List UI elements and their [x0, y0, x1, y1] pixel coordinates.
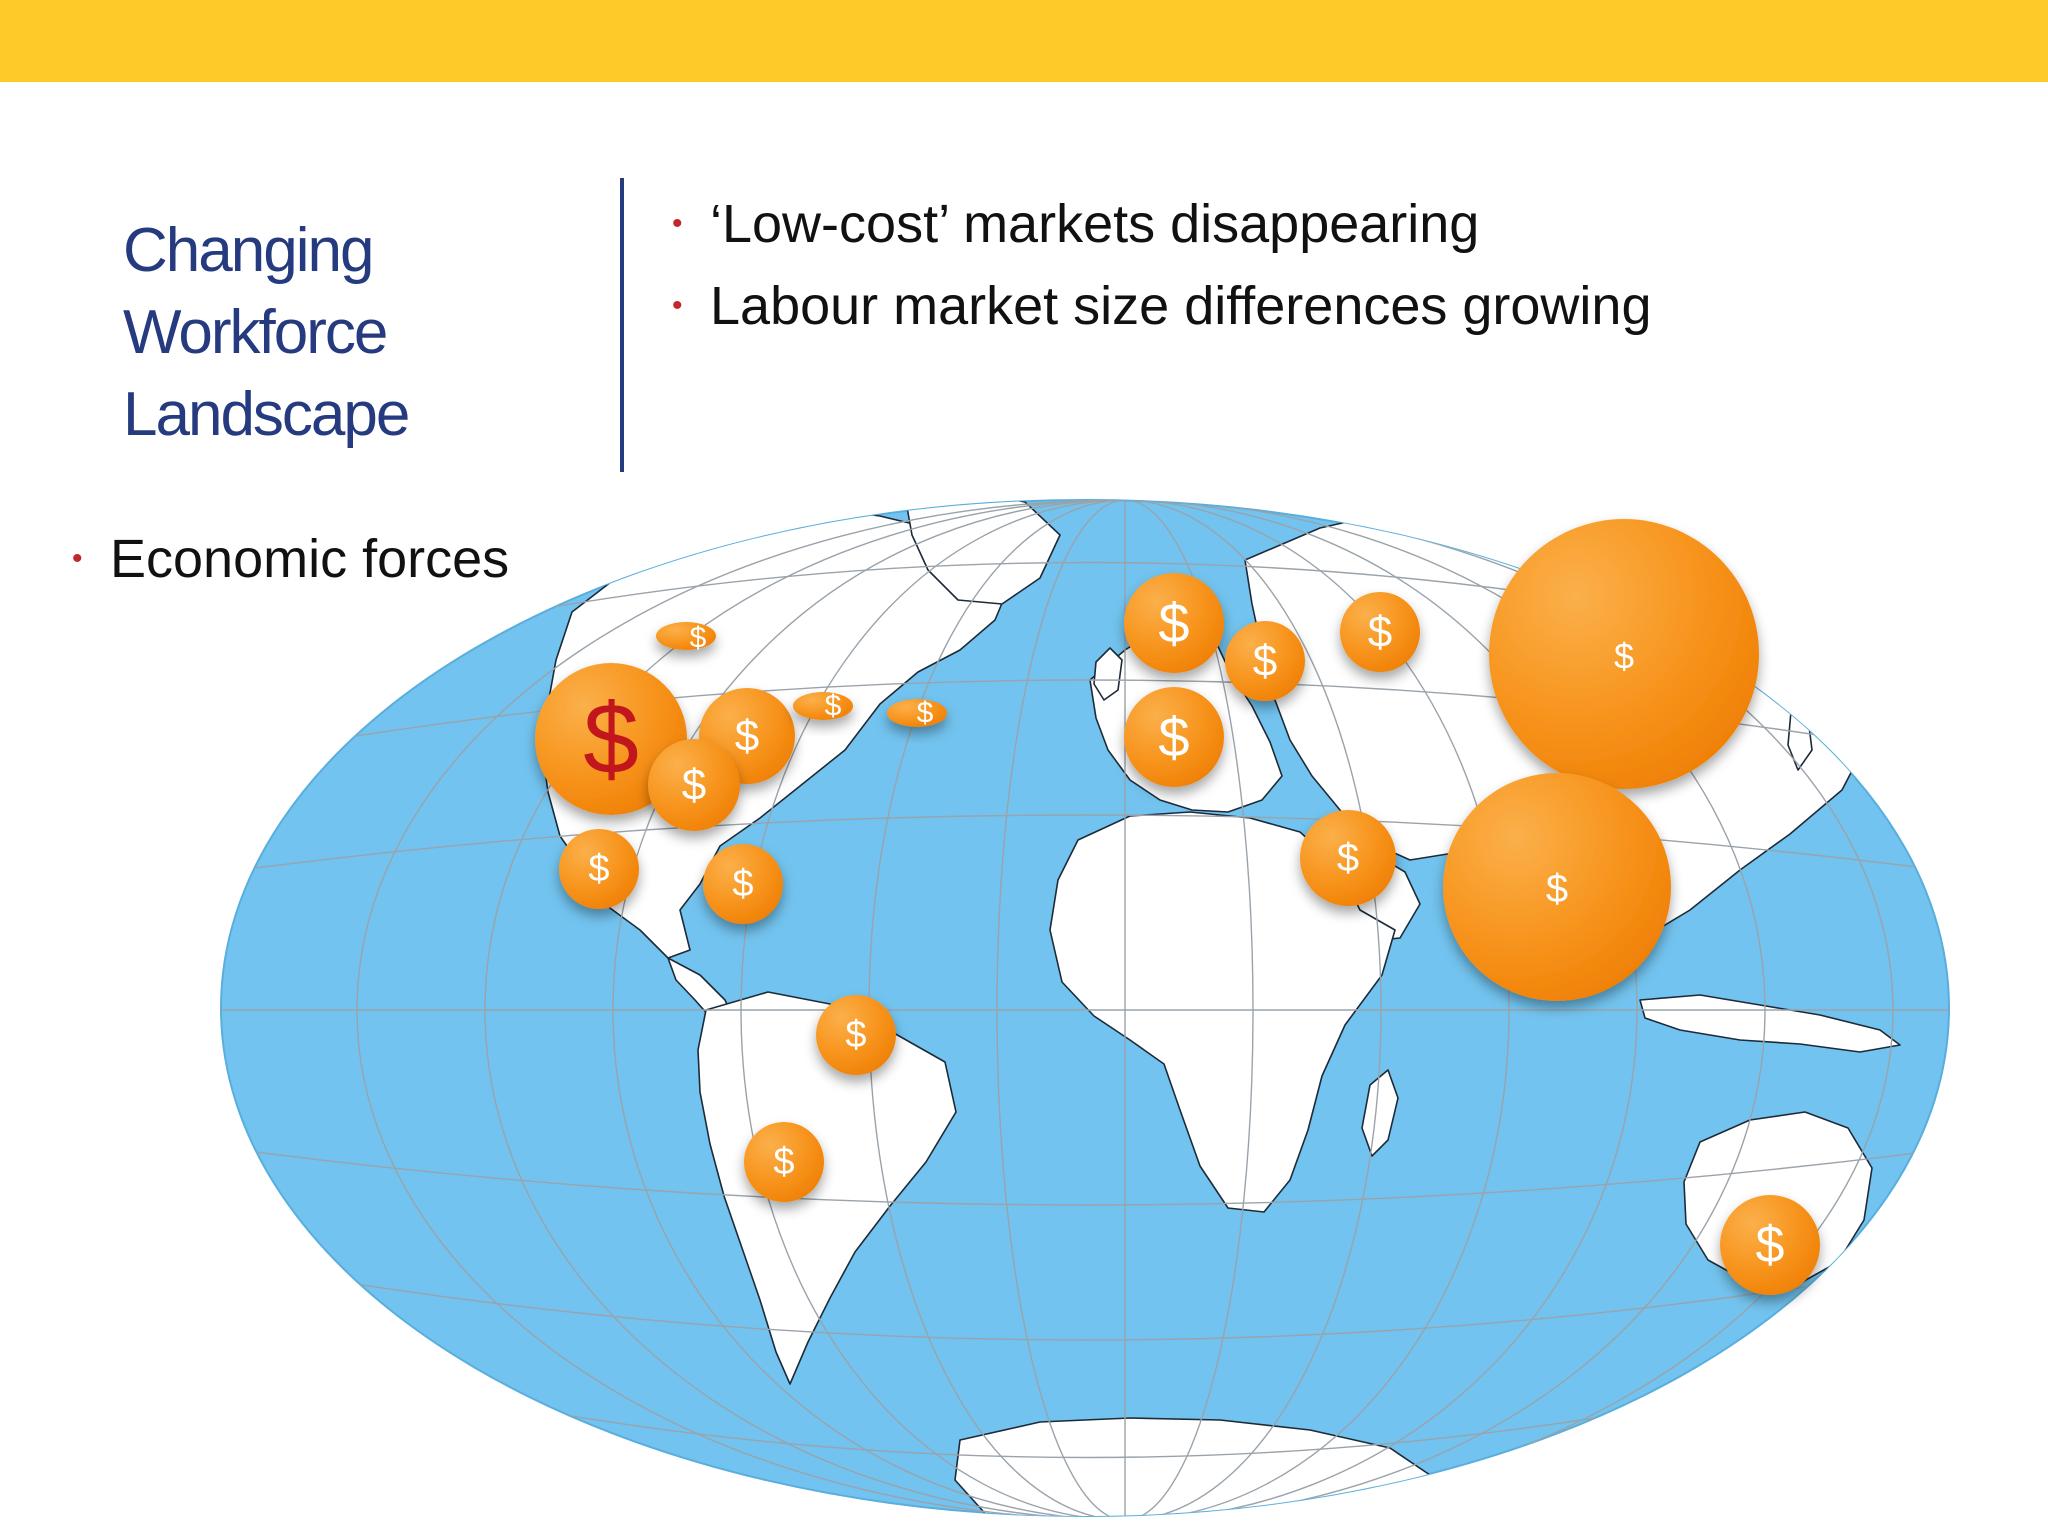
slide-title: Changing Workforce Landscape	[123, 216, 410, 449]
marker-usa-central: $	[648, 739, 740, 831]
svg-text:$: $	[1546, 867, 1568, 911]
bullet-list-left: • Economic forces	[72, 518, 510, 600]
marker-eastern-europe: $	[1225, 621, 1305, 701]
svg-text:$: $	[735, 712, 759, 761]
landmass-south-america	[697, 991, 957, 1385]
svg-text:$: $	[1158, 592, 1189, 655]
svg-text:$: $	[1368, 608, 1392, 657]
landmass-indonesia	[1639, 994, 1901, 1053]
markers: $ $ $ $ $ $ $ $	[535, 519, 1820, 1295]
marker-china: $	[1489, 519, 1759, 789]
svg-text:$: $	[825, 690, 842, 723]
bullet-text: ‘Low-cost’ markets disappearing	[710, 194, 1480, 254]
marker-chile-argentina: $	[744, 1122, 824, 1202]
bullet-item: • Economic forces	[72, 518, 510, 600]
svg-text:$: $	[1253, 637, 1277, 686]
marker-scandinavia: $	[1124, 573, 1224, 673]
marker-newfoundland: $	[887, 697, 947, 730]
svg-text:$: $	[1614, 636, 1634, 677]
bullet-dot-icon: •	[672, 289, 683, 322]
svg-text:$: $	[917, 697, 934, 730]
title-divider	[620, 178, 624, 472]
bullet-dot-icon: •	[72, 542, 83, 575]
svg-text:$: $	[1337, 836, 1359, 880]
landmass-new-zealand	[1925, 1301, 1949, 1355]
marker-western-europe: $	[1124, 687, 1224, 787]
svg-text:$: $	[732, 863, 753, 905]
bullet-item: • Labour market size differences growing	[672, 265, 1652, 347]
marker-middle-east: $	[1300, 810, 1396, 906]
marker-mexico: $	[559, 829, 639, 909]
bullet-dot-icon: •	[672, 207, 683, 240]
marker-india: $	[1443, 773, 1671, 1001]
svg-text:$: $	[1158, 706, 1189, 769]
landmass-uk	[1093, 647, 1123, 701]
svg-text:$: $	[682, 761, 706, 810]
svg-text:$: $	[690, 622, 707, 655]
bullet-text: Economic forces	[110, 529, 510, 589]
marker-canada-east: $	[793, 690, 853, 723]
marker-australia: $	[1720, 1195, 1820, 1295]
top-accent-bar	[0, 0, 2048, 82]
svg-text:$: $	[583, 683, 639, 795]
marker-canada-west: $	[656, 622, 716, 655]
bullet-list-right: • ‘Low-cost’ markets disappearing • Labour…	[672, 183, 1652, 347]
marker-brazil: $	[816, 995, 896, 1075]
landmass-madagascar	[1361, 1069, 1399, 1157]
svg-text:$: $	[773, 1141, 794, 1183]
svg-text:$: $	[1756, 1216, 1785, 1274]
marker-russia: $	[1340, 592, 1420, 672]
marker-caribbean: $	[703, 844, 783, 924]
bullet-text: Labour market size differences growing	[710, 276, 1652, 336]
bullet-item: • ‘Low-cost’ markets disappearing	[672, 183, 1652, 265]
svg-text:$: $	[845, 1014, 866, 1056]
svg-text:$: $	[588, 848, 609, 890]
